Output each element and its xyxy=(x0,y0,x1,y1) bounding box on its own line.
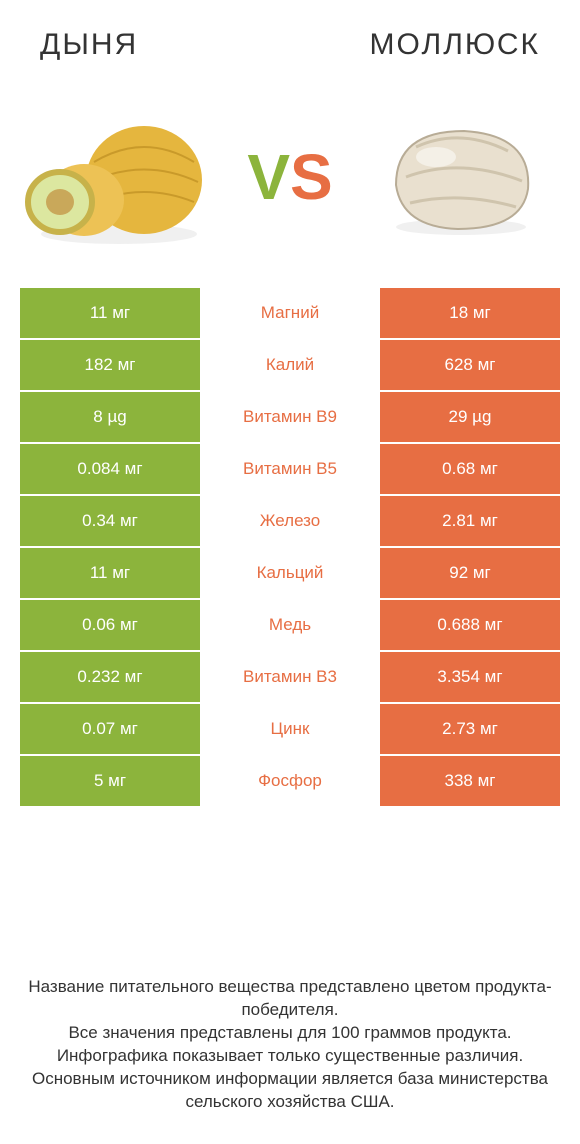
table-row: 0.084 мгВитамин B50.68 мг xyxy=(20,444,560,496)
right-product-title: МОЛЛЮСК xyxy=(370,28,540,62)
comparison-infographic: ДЫНЯ МОЛЛЮСК VS xyxy=(0,0,580,1144)
nutrient-label: Калий xyxy=(200,340,380,390)
left-value: 0.34 мг xyxy=(20,496,200,546)
titles-row: ДЫНЯ МОЛЛЮСК xyxy=(0,0,580,62)
table-row: 0.07 мгЦинк2.73 мг xyxy=(20,704,560,756)
table-row: 0.232 мгВитамин B33.354 мг xyxy=(20,652,560,704)
nutrient-label: Кальций xyxy=(200,548,380,598)
nutrient-label: Магний xyxy=(200,288,380,338)
clam-icon xyxy=(376,107,546,247)
footer-line: Основным источником информации является … xyxy=(20,1068,560,1114)
left-product-image xyxy=(24,102,214,252)
table-row: 11 мгКальций92 мг xyxy=(20,548,560,600)
left-value: 0.06 мг xyxy=(20,600,200,650)
right-value: 0.68 мг xyxy=(380,444,560,494)
table-row: 5 мгФосфор338 мг xyxy=(20,756,560,808)
footer-line: Все значения представлены для 100 граммо… xyxy=(20,1022,560,1045)
left-value: 182 мг xyxy=(20,340,200,390)
left-value: 11 мг xyxy=(20,548,200,598)
nutrient-label: Железо xyxy=(200,496,380,546)
nutrient-label: Цинк xyxy=(200,704,380,754)
nutrient-label: Витамин B5 xyxy=(200,444,380,494)
right-value: 338 мг xyxy=(380,756,560,806)
nutrient-label: Медь xyxy=(200,600,380,650)
footer-note: Название питательного вещества представл… xyxy=(0,976,580,1114)
right-value: 29 µg xyxy=(380,392,560,442)
table-row: 182 мгКалий628 мг xyxy=(20,340,560,392)
right-value: 2.73 мг xyxy=(380,704,560,754)
left-value: 0.07 мг xyxy=(20,704,200,754)
right-value: 628 мг xyxy=(380,340,560,390)
left-value: 5 мг xyxy=(20,756,200,806)
nutrient-label: Фосфор xyxy=(200,756,380,806)
table-row: 11 мгМагний18 мг xyxy=(20,288,560,340)
left-value: 8 µg xyxy=(20,392,200,442)
left-value: 11 мг xyxy=(20,288,200,338)
nutrient-label: Витамин B9 xyxy=(200,392,380,442)
nutrient-label: Витамин B3 xyxy=(200,652,380,702)
left-value: 0.232 мг xyxy=(20,652,200,702)
table-row: 8 µgВитамин B929 µg xyxy=(20,392,560,444)
melon-icon xyxy=(24,102,214,252)
right-value: 92 мг xyxy=(380,548,560,598)
vs-label: VS xyxy=(247,145,332,209)
footer-line: Название питательного вещества представл… xyxy=(20,976,560,1022)
vs-v: V xyxy=(247,145,290,209)
right-value: 2.81 мг xyxy=(380,496,560,546)
hero-vs-row: VS xyxy=(0,62,580,288)
right-value: 18 мг xyxy=(380,288,560,338)
right-value: 0.688 мг xyxy=(380,600,560,650)
table-row: 0.06 мгМедь0.688 мг xyxy=(20,600,560,652)
nutrient-table: 11 мгМагний18 мг182 мгКалий628 мг8 µgВит… xyxy=(20,288,560,808)
footer-line: Инфографика показывает только существенн… xyxy=(20,1045,560,1068)
left-product-title: ДЫНЯ xyxy=(40,28,138,62)
left-value: 0.084 мг xyxy=(20,444,200,494)
table-row: 0.34 мгЖелезо2.81 мг xyxy=(20,496,560,548)
vs-s: S xyxy=(290,145,333,209)
right-product-image xyxy=(366,102,556,252)
right-value: 3.354 мг xyxy=(380,652,560,702)
